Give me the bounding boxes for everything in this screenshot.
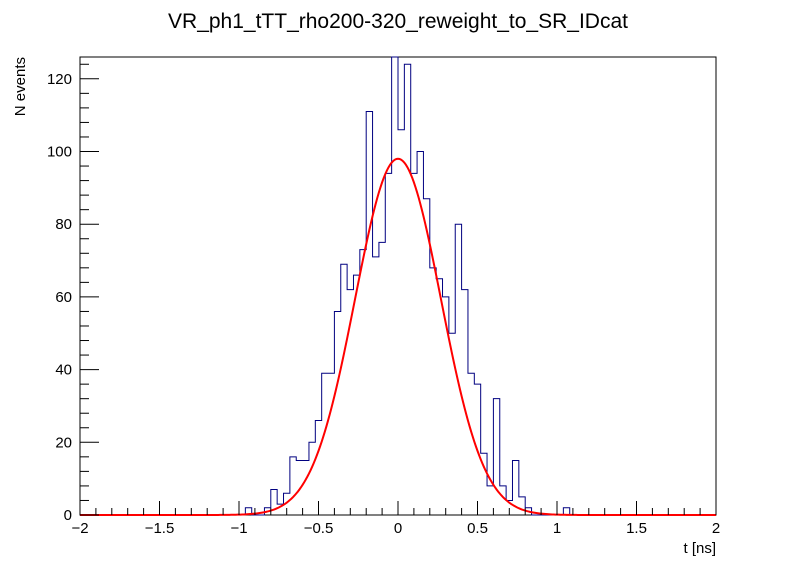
- x-tick-label: −2: [71, 520, 88, 537]
- x-tick-label: 0: [394, 520, 402, 537]
- x-tick-label: −1: [230, 520, 247, 537]
- histogram-outline: [80, 56, 716, 516]
- y-tick-label: 120: [47, 71, 72, 88]
- x-tick-label: −1.5: [145, 520, 175, 537]
- y-tick-label: 0: [64, 507, 72, 524]
- chart-title: VR_ph1_tTT_rho200-320_reweight_to_SR_IDc…: [168, 10, 628, 33]
- x-tick-label: 0.5: [467, 520, 488, 537]
- x-tick-label: 2: [712, 520, 720, 537]
- y-tick-label: 40: [55, 362, 72, 379]
- y-axis-label: N events: [12, 57, 29, 116]
- fit-curve: [80, 157, 716, 516]
- x-axis-label: t [ns]: [683, 540, 716, 557]
- gaussian-fit-series: [80, 157, 716, 516]
- y-tick-label: 60: [55, 289, 72, 306]
- x-tick-label: −0.5: [304, 520, 334, 537]
- x-tick-label: 1.5: [626, 520, 647, 537]
- y-tick-label: 100: [47, 144, 72, 161]
- x-tick-label: 1: [553, 520, 561, 537]
- histogram-series: [80, 56, 716, 516]
- y-tick-label: 20: [55, 434, 72, 451]
- y-tick-label: 80: [55, 216, 72, 233]
